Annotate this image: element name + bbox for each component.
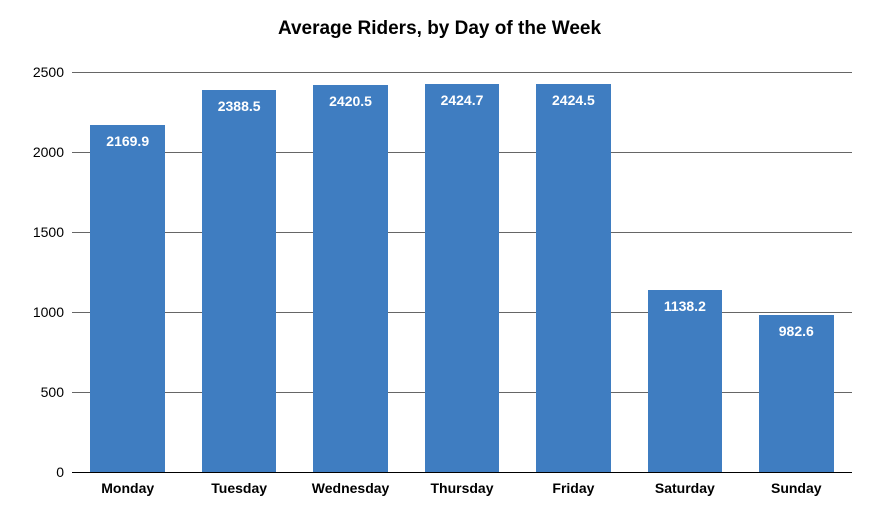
x-tick-label: Sunday [741, 472, 852, 496]
bar-value-label: 2388.5 [218, 98, 261, 114]
chart-title: Average Riders, by Day of the Week [0, 0, 879, 40]
bar-value-label: 982.6 [779, 323, 814, 339]
bar-value-label: 2424.5 [552, 92, 595, 108]
x-tick-label: Saturday [629, 472, 740, 496]
y-tick-label: 2000 [14, 144, 64, 160]
bar: 1138.2 [648, 290, 723, 472]
bar-value-label: 1138.2 [664, 298, 706, 314]
x-tick-label: Thursday [406, 472, 517, 496]
x-tick-label: Tuesday [183, 472, 294, 496]
bar-value-label: 2169.9 [106, 133, 149, 149]
bar: 2420.5 [313, 85, 388, 472]
bar-value-label: 2420.5 [329, 93, 372, 109]
bar: 2388.5 [202, 90, 277, 472]
y-tick-label: 1000 [14, 304, 64, 320]
bar: 2169.9 [90, 125, 165, 472]
bar: 982.6 [759, 315, 834, 472]
bars-container: 2169.9 2388.5 2420.5 2424.7 2424.5 1138.2 982.… [72, 72, 852, 472]
y-tick-label: 2500 [14, 64, 64, 80]
x-tick-label: Wednesday [295, 472, 406, 496]
y-tick-label: 0 [14, 464, 64, 480]
bar-value-label: 2424.7 [441, 92, 484, 108]
x-tick-label: Monday [72, 472, 183, 496]
y-tick-label: 1500 [14, 224, 64, 240]
y-tick-label: 500 [14, 384, 64, 400]
bar: 2424.5 [536, 84, 611, 472]
bar: 2424.7 [425, 84, 500, 472]
x-tick-label: Friday [518, 472, 629, 496]
plot-area: 05001000150020002500 2169.92388.52420.52… [72, 72, 852, 472]
bar-chart: Average Riders, by Day of the Week 0 500 1… [0, 0, 879, 523]
